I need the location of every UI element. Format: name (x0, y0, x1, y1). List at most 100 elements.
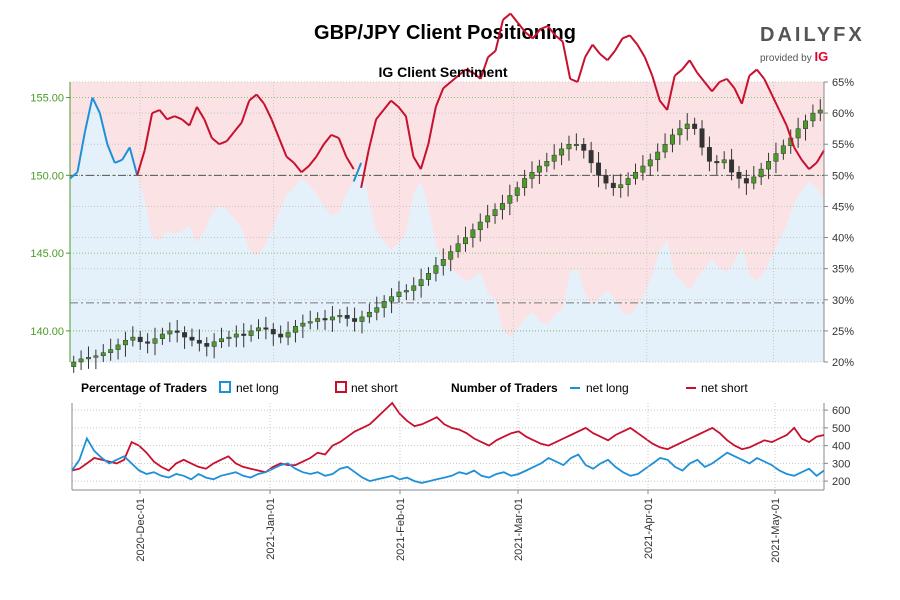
candle-body (307, 321, 313, 324)
net-short-line-segment (778, 109, 788, 126)
candle-body (684, 123, 690, 129)
legend: Percentage of Traders net long net short Nu… (81, 381, 748, 395)
net-short-line-segment (419, 143, 430, 170)
candle-body (122, 339, 128, 346)
candle-body (226, 336, 232, 339)
net-short-line-segment (539, 25, 549, 31)
candle-body (196, 339, 202, 344)
candle-body (300, 322, 306, 327)
percent-tick-label: 40% (832, 233, 854, 245)
candle-body (189, 336, 195, 341)
net-short-line-segment (397, 106, 407, 117)
candle-body (292, 325, 298, 333)
candle-body (662, 143, 668, 153)
candle-body (329, 316, 335, 321)
candle-body (381, 301, 387, 308)
net-short-line-segment (240, 100, 251, 123)
net-short-line-segment (270, 118, 280, 139)
candle-body (544, 161, 550, 167)
candle-body (485, 215, 491, 223)
candle-body (766, 161, 772, 170)
net-short-line-segment (263, 103, 273, 120)
net-long-line-segment (128, 147, 139, 176)
candle-body (751, 176, 757, 184)
net-short-line-segment (345, 156, 355, 170)
net-short-line-segment (591, 44, 601, 55)
net-short-line-segment (218, 140, 228, 146)
percent-tick-label: 65% (832, 77, 854, 89)
price-tick-label: 140.00 (30, 326, 64, 338)
candle-body (677, 128, 683, 136)
net-short-line-segment (719, 77, 728, 83)
net-short-line-segment (404, 116, 415, 157)
net-short-line-segment (412, 156, 422, 170)
candle-body (588, 150, 594, 164)
net-short-line-segment (390, 99, 400, 108)
candle-body (115, 344, 121, 350)
percent-tick-label: 20% (832, 357, 854, 369)
net-short-line-segment (785, 125, 796, 148)
net-short-line-segment (666, 75, 676, 111)
net-short-line-segment (315, 143, 325, 158)
net-short-line-segment (472, 71, 482, 80)
net-short-line-segment (174, 115, 183, 121)
candle-body (211, 341, 217, 347)
candle-body (448, 251, 454, 260)
candle-body (418, 279, 424, 287)
dailyfx-logo[interactable]: DAILYFX provided by IG (760, 24, 870, 64)
candle-body (780, 145, 786, 154)
candle-body (278, 333, 284, 338)
net-short-line-segment (532, 28, 542, 40)
traders-tick-label: 600 (832, 405, 850, 417)
candle-body (706, 147, 712, 162)
candle-body (640, 165, 646, 173)
candle-body (219, 338, 225, 343)
net-short-line-segment (517, 22, 527, 33)
candle-body (529, 171, 535, 179)
candle-body (137, 336, 143, 343)
net-short-line-segment (599, 53, 609, 61)
candle-body (581, 143, 587, 151)
candle-body (603, 175, 609, 184)
x-tick-label: 2021-Mar-01 (513, 498, 525, 561)
net-long-line-segment (106, 143, 116, 164)
net-short-line-segment (450, 75, 459, 83)
net-short-line-segment (188, 106, 198, 126)
candle-body (566, 143, 572, 150)
percent-tick-label: 30% (832, 295, 854, 307)
candle-body (795, 128, 801, 139)
candle-body (374, 307, 380, 313)
x-tick-label: 2021-Jan-01 (265, 498, 277, 560)
net-short-line-segment (554, 34, 564, 43)
net-short-line-segment (770, 94, 781, 111)
candle-body (100, 352, 106, 357)
candle-body (573, 143, 579, 146)
net-short-line-segment (703, 81, 713, 92)
candle-body (248, 330, 254, 336)
percent-tick-label: 50% (832, 170, 854, 182)
net-short-line-segment (733, 87, 743, 105)
net-long-line-segment (98, 112, 109, 145)
net-short-line-segment (337, 137, 348, 158)
candle-body (463, 237, 468, 245)
candle-body (233, 333, 239, 338)
percent-tick-label: 60% (832, 108, 854, 120)
candle-body (396, 291, 402, 297)
net-short-line-segment (136, 150, 146, 176)
candle-body (618, 184, 624, 189)
candle-body (322, 318, 328, 321)
candle-body (108, 349, 114, 353)
price-tick-label: 155.00 (30, 93, 64, 105)
legend-pct-long-swatch (219, 381, 231, 393)
candle-body (610, 182, 616, 189)
net-short-line-segment (151, 109, 160, 115)
net-short-line-segment (681, 59, 691, 71)
candle-body (507, 195, 513, 204)
net-short-line-segment (158, 109, 168, 120)
net-short-line-segment (756, 68, 766, 80)
candle-body (182, 332, 188, 338)
net-short-line-segment (561, 41, 572, 80)
net-short-line-segment (203, 118, 213, 139)
candle-body (596, 162, 602, 176)
net-short-line-segment (465, 68, 474, 74)
